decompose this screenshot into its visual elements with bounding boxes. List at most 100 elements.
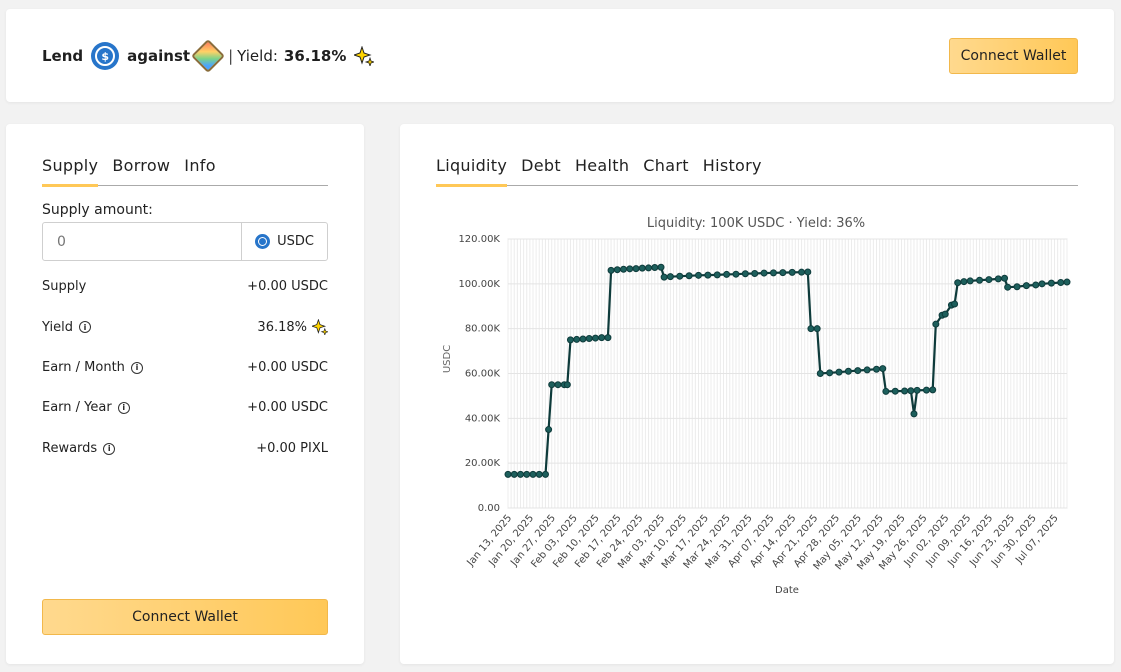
data-point [788, 268, 796, 276]
usdc-coin-icon [255, 234, 271, 249]
data-point [835, 368, 843, 376]
data-point [607, 266, 615, 274]
yield-label: Yield: [237, 47, 278, 65]
data-point [816, 370, 824, 377]
tab-borrow[interactable]: Borrow [112, 156, 171, 175]
supply-amount-input[interactable] [43, 223, 241, 260]
earn-year-value: +0.00 USDC [247, 400, 328, 415]
chart-y-axis-label: USDC [442, 345, 453, 373]
sparkle-icon [312, 319, 328, 335]
data-point [579, 335, 587, 343]
data-point [929, 386, 937, 394]
data-point [813, 325, 821, 333]
liquidity-chart: Liquidity: 100K USDC · Yield: 36% USDC D… [436, 209, 1076, 609]
tab-supply[interactable]: Supply [42, 156, 99, 187]
y-tick-label: 80.00K [465, 324, 501, 335]
data-point [1022, 282, 1030, 290]
y-tick-label: 100.00K [458, 279, 500, 290]
data-point [779, 269, 787, 277]
currency-selector[interactable]: USDC [241, 223, 327, 260]
tab-info[interactable]: Info [184, 156, 216, 175]
data-point [523, 470, 531, 478]
data-point [951, 300, 959, 308]
data-point [723, 270, 731, 278]
data-point [1032, 281, 1040, 289]
data-point [510, 470, 518, 478]
y-tick-label: 40.00K [465, 413, 501, 424]
data-point [535, 470, 543, 478]
currency-label: USDC [277, 234, 314, 249]
tab-liquidity[interactable]: Liquidity [436, 156, 508, 187]
data-point [638, 264, 646, 272]
data-point [504, 470, 512, 478]
data-point [891, 387, 899, 395]
rewards-value: +0.00 PIXL [256, 441, 328, 456]
data-point [922, 386, 930, 394]
earn-month-row: Earn / Month i +0.00 USDC [42, 360, 328, 375]
data-point [960, 278, 968, 286]
data-point [660, 273, 668, 281]
data-point [907, 387, 915, 395]
info-icon[interactable]: i [78, 321, 91, 333]
earn-year-row: Earn / Year i +0.00 USDC [42, 400, 328, 415]
data-point [598, 334, 606, 342]
data-point [741, 270, 749, 278]
header-connect-wallet-button[interactable]: Connect Wallet [949, 38, 1078, 74]
data-point [863, 366, 871, 374]
tab-chart[interactable]: Chart [643, 156, 689, 175]
data-point [713, 271, 721, 279]
data-point [751, 270, 759, 278]
yield-row-label: Yield [42, 319, 73, 335]
tab-history[interactable]: History [702, 156, 762, 175]
pool-summary: Lend $ against | Yield: 36.18% [42, 39, 375, 73]
against-label: against [127, 47, 191, 65]
data-point [760, 269, 768, 277]
data-point [545, 426, 553, 434]
data-point [732, 270, 740, 278]
earn-year-label: Earn / Year [42, 400, 112, 415]
data-point [566, 336, 574, 344]
rewards-label: Rewards [42, 441, 98, 456]
data-point [666, 273, 674, 281]
data-point [807, 325, 815, 333]
tab-health[interactable]: Health [574, 156, 630, 175]
data-point [844, 367, 852, 375]
data-point [685, 272, 693, 280]
data-point [954, 279, 962, 287]
supply-amount-label: Supply amount: [42, 202, 153, 218]
data-point [976, 276, 984, 284]
data-point [676, 272, 684, 280]
sparkle-icon [354, 46, 375, 66]
data-point [854, 367, 862, 375]
supply-amount-field: USDC [42, 222, 328, 261]
data-point [798, 268, 806, 276]
data-point [554, 381, 562, 389]
tab-debt[interactable]: Debt [521, 156, 561, 175]
yield-value: 36.18% [283, 47, 347, 65]
data-point [913, 386, 921, 394]
info-icon[interactable]: i [130, 361, 143, 374]
data-point [591, 334, 599, 342]
data-point [694, 271, 702, 279]
data-point [657, 263, 665, 271]
info-icon[interactable]: i [117, 401, 130, 414]
connect-wallet-button[interactable]: Connect Wallet [42, 599, 328, 635]
yield-row: Yield i 36.18% [42, 319, 328, 335]
data-point [548, 381, 556, 389]
chart-title: Liquidity: 100K USDC · Yield: 36% [647, 216, 865, 231]
data-point [651, 263, 659, 271]
lend-label: Lend [42, 47, 84, 65]
data-point [620, 265, 628, 273]
data-point [645, 264, 653, 272]
info-icon[interactable]: i [103, 442, 116, 455]
y-tick-label: 60.00K [465, 369, 501, 380]
data-point [1038, 280, 1046, 288]
data-point [604, 334, 612, 342]
data-point [1004, 283, 1012, 291]
chart-panel: Liquidity Debt Health Chart History Liqu… [400, 124, 1114, 664]
y-tick-label: 0.00 [478, 503, 500, 514]
data-point [804, 268, 812, 276]
separator: | [228, 47, 234, 65]
data-point [704, 271, 712, 279]
chart-tabs: Liquidity Debt Health Chart History [436, 156, 1078, 187]
